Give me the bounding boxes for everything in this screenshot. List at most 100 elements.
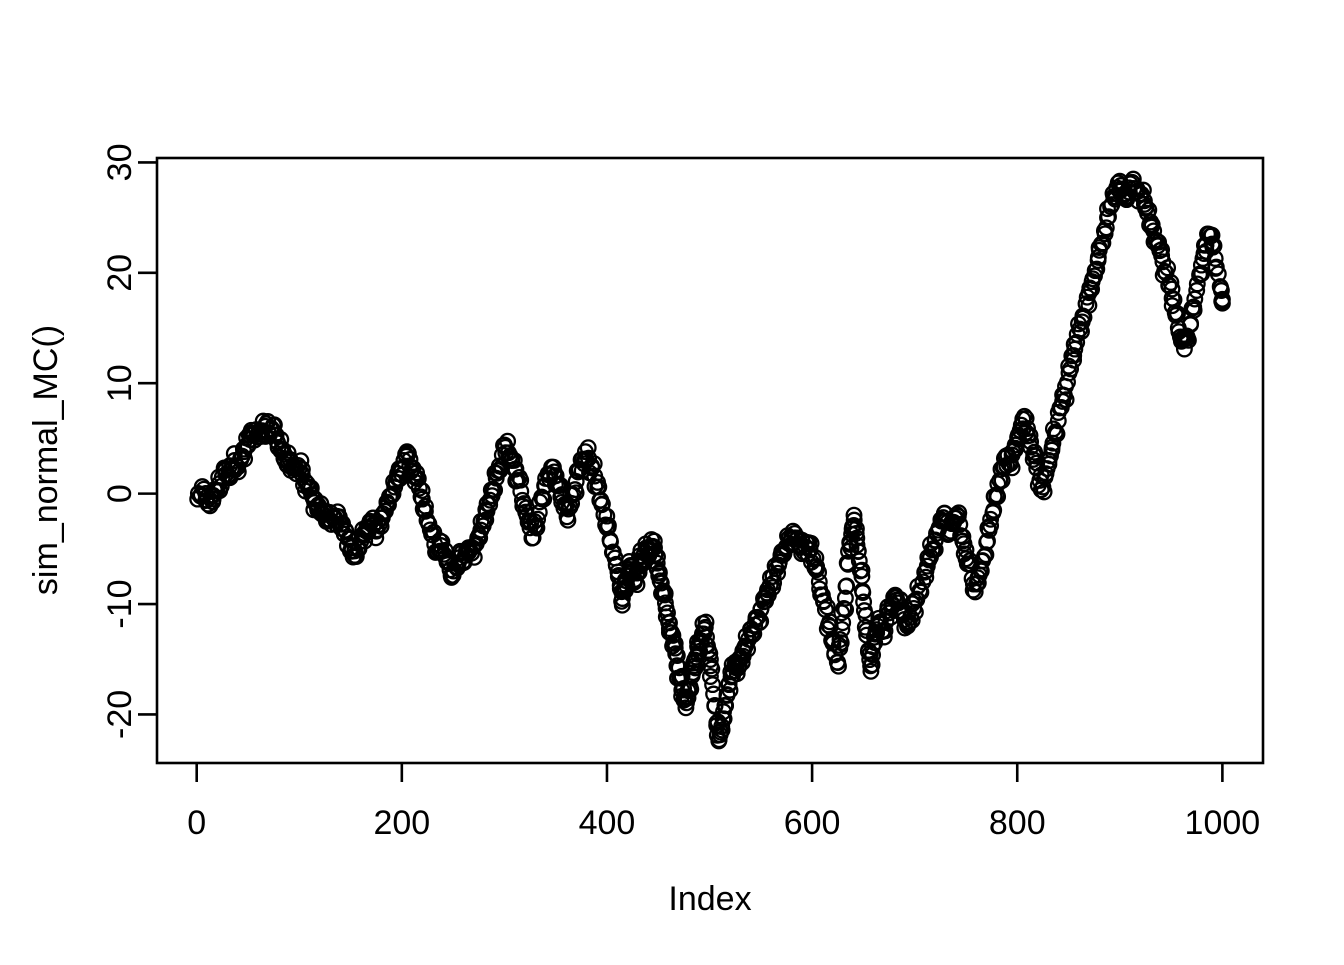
x-tick-label: 600 — [784, 804, 841, 842]
x-axis: 0 200 400 600 800 1000 — [187, 763, 1260, 842]
data-point — [739, 640, 757, 658]
data-point — [854, 584, 872, 601]
data-point — [384, 485, 402, 503]
data-point — [659, 604, 676, 622]
data-point — [410, 479, 428, 497]
data-point — [1080, 296, 1098, 314]
data-point — [1065, 351, 1083, 369]
data-point — [696, 618, 714, 636]
data-point — [704, 676, 722, 694]
data-point — [706, 697, 724, 715]
data-point — [1015, 407, 1033, 425]
y-axis: -20 -10 0 10 20 30 — [101, 144, 157, 739]
y-tick-label: -20 — [101, 690, 139, 739]
data-point — [1179, 331, 1197, 349]
y-tick-label: 20 — [101, 254, 139, 292]
data-point — [1097, 219, 1115, 237]
data-point — [347, 548, 365, 565]
data-point — [652, 574, 670, 592]
data-point — [863, 656, 881, 674]
data-point — [951, 516, 969, 533]
data-point — [679, 689, 697, 707]
y-tick-label: -10 — [101, 579, 139, 628]
data-point — [832, 634, 850, 652]
data-point — [950, 504, 968, 522]
data-point — [374, 505, 392, 523]
data-point — [701, 651, 719, 668]
data-point — [948, 506, 966, 524]
data-point — [602, 533, 619, 551]
y-tick-label: 10 — [101, 364, 139, 402]
x-tick-label: 800 — [989, 804, 1046, 842]
data-point — [267, 426, 285, 444]
data-point — [646, 539, 663, 557]
data-point — [529, 510, 547, 528]
data-point — [876, 622, 894, 640]
data-point — [585, 455, 603, 473]
data-point — [862, 662, 880, 680]
data-point — [849, 543, 867, 560]
data-point — [1163, 280, 1181, 298]
data-point — [372, 517, 390, 535]
data-point — [830, 657, 847, 675]
data-point — [713, 721, 731, 739]
data-point — [409, 470, 427, 488]
data-point — [906, 603, 924, 621]
y-tick-label: 30 — [101, 144, 139, 182]
plot-box — [155, 156, 1265, 765]
data-point — [524, 529, 542, 547]
data-point — [1003, 459, 1021, 477]
data-point — [1203, 226, 1221, 244]
data-point — [1100, 208, 1117, 226]
data-point — [293, 460, 311, 478]
data-point — [1162, 274, 1180, 291]
data-point — [668, 647, 686, 664]
data-point — [666, 639, 684, 657]
data-point — [579, 439, 597, 457]
x-tick-label: 400 — [579, 804, 636, 842]
data-point — [628, 576, 646, 594]
data-point — [505, 451, 523, 469]
data-point — [547, 467, 565, 485]
data-point — [850, 552, 868, 570]
data-point — [477, 511, 495, 529]
data-point — [979, 532, 996, 550]
data-point — [512, 471, 530, 489]
data-point — [989, 488, 1007, 506]
data-point — [664, 626, 682, 644]
data-point — [833, 620, 851, 638]
data-point — [917, 568, 935, 586]
data-point — [761, 576, 779, 594]
data-point — [567, 484, 585, 502]
data-point — [1094, 234, 1112, 252]
data-point — [1153, 241, 1171, 259]
data-point — [1207, 258, 1225, 276]
data-point — [701, 668, 719, 685]
data-point — [912, 583, 930, 601]
data-point — [752, 612, 770, 630]
data-point — [257, 415, 275, 433]
data-point — [486, 481, 504, 499]
y-axis-title: sim_normal_MC() — [27, 325, 65, 595]
data-point — [1143, 216, 1161, 234]
data-point — [528, 519, 546, 537]
data-point — [648, 554, 666, 572]
data-point — [1021, 426, 1039, 444]
data-point — [265, 416, 283, 434]
data-point — [669, 657, 687, 675]
data-point — [1205, 237, 1223, 255]
x-tick-label: 200 — [373, 804, 430, 842]
data-point — [926, 541, 944, 559]
x-axis-title: Index — [668, 880, 751, 918]
data-point — [1188, 275, 1206, 293]
data-point — [401, 450, 419, 468]
data-point — [380, 496, 397, 514]
data-point — [1057, 391, 1075, 409]
data-point — [838, 577, 856, 595]
data-point — [903, 611, 921, 629]
x-tick-label: 0 — [187, 804, 206, 842]
data-point — [1213, 290, 1231, 308]
data-point — [413, 482, 431, 499]
